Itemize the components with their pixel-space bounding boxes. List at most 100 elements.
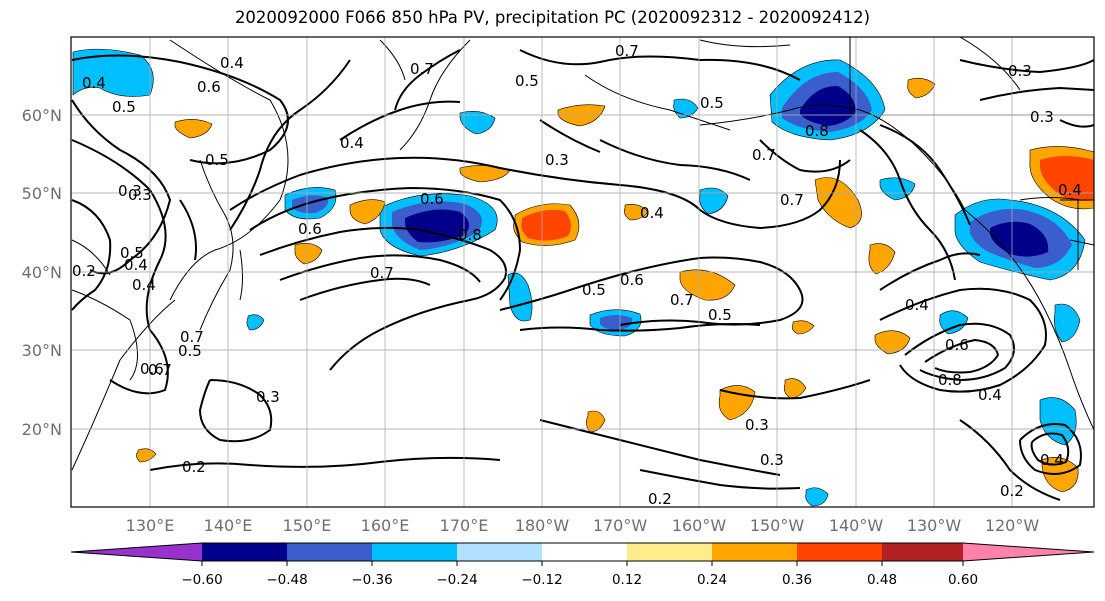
colorbar-swatch <box>372 543 457 561</box>
precip-positive-blob <box>586 410 606 433</box>
colorbar-tick-label: −0.36 <box>351 572 392 588</box>
contour-label: 0.5 <box>700 94 724 112</box>
precip-negative-blob <box>507 272 533 322</box>
lon-tick-label: 180°W <box>515 516 570 535</box>
lon-tick-label: 170°W <box>593 516 648 535</box>
precip-positive-blob <box>136 448 157 463</box>
contour-label: 0.4 <box>1040 451 1064 469</box>
precip-negative-blob <box>939 310 969 335</box>
longitude-labels: 130°E 140°E 150°E 160°E 170°E 180°W 170°… <box>126 516 1040 535</box>
lat-tick-label: 40°N <box>22 263 62 282</box>
colorbar-swatch <box>542 543 627 561</box>
precip-positive-blob <box>623 204 649 221</box>
lat-tick-label: 60°N <box>22 106 62 125</box>
precip-negative-blob <box>805 487 829 507</box>
contour-label: 0.7 <box>148 361 172 379</box>
precip-positive-blob <box>174 119 213 139</box>
contour-label: 0.3 <box>128 186 152 204</box>
lon-tick-label: 130°E <box>126 516 175 535</box>
contour-label: 0.6 <box>420 190 444 208</box>
colorbar-tick-label: −0.60 <box>181 572 222 588</box>
map-title: 2020092000 F066 850 hPa PV, precipitatio… <box>234 8 871 27</box>
contour-label: 0.4 <box>1058 181 1082 199</box>
colorbar: −0.60 −0.48 −0.36 −0.24 −0.12 0.12 0.24 … <box>70 542 1095 588</box>
lon-tick-label: 150°E <box>283 516 332 535</box>
lat-tick-label: 30°N <box>22 341 62 360</box>
contour-label: 0.7 <box>370 264 394 282</box>
contour-label: 0.8 <box>458 226 482 244</box>
contour-label: 0.3 <box>545 151 569 169</box>
precip-positive-blob <box>814 177 862 229</box>
colorbar-swatch <box>627 543 712 561</box>
precip-negative-blob <box>405 209 469 243</box>
colorbar-tick-label: −0.12 <box>521 572 562 588</box>
precip-positive-blob <box>1041 457 1079 493</box>
colorbar-swatch <box>963 543 1094 561</box>
precip-negative-blob <box>699 187 729 215</box>
contour-label: 0.5 <box>178 342 202 360</box>
gridlines <box>71 37 1094 507</box>
precip-negative-blob <box>459 111 496 135</box>
contour-label: 0.3 <box>745 416 769 434</box>
contour-label: 0.2 <box>1000 482 1024 500</box>
contour-label: 0.3 <box>1008 62 1032 80</box>
colorbar-swatch <box>71 543 202 561</box>
contour-label: 0.6 <box>197 78 221 96</box>
colorbar-tick-label: 0.24 <box>697 572 727 588</box>
precip-positive-blob <box>1040 156 1094 201</box>
contour-label: 0.3 <box>1030 108 1054 126</box>
precip-negative-blob <box>600 315 633 330</box>
contour-label: 0.5 <box>205 151 229 169</box>
contour-label: 0.2 <box>182 458 206 476</box>
precip-positive-blob <box>349 199 386 225</box>
colorbar-tick-label: 0.36 <box>782 572 812 588</box>
lon-tick-label: 160°W <box>672 516 727 535</box>
map-frame <box>70 36 1095 508</box>
lat-tick-label: 20°N <box>22 420 62 439</box>
contour-label: 0.8 <box>938 371 962 389</box>
precip-positive-blob <box>521 209 571 241</box>
precip-negative-blob <box>800 85 856 126</box>
contour-label: 0.4 <box>978 386 1002 404</box>
colorbar-swatch <box>797 543 882 561</box>
contour-label: 0.4 <box>640 204 664 222</box>
colorbar-tick-label: 0.48 <box>867 572 897 588</box>
contour-label: 0.4 <box>124 256 148 274</box>
contour-label: 0.5 <box>120 244 144 262</box>
contour-label: 0.7 <box>752 146 776 164</box>
lon-tick-label: 140°E <box>204 516 253 535</box>
colorbar-tick-label: −0.24 <box>436 572 477 588</box>
colorbar-tick-label: −0.48 <box>266 572 307 588</box>
pv-contours <box>71 49 1094 501</box>
contour-label: 0.8 <box>805 122 829 140</box>
precip-positive-blob <box>718 385 756 421</box>
precip-negative-blob <box>246 314 265 331</box>
contour-label: 0.7 <box>615 42 639 60</box>
lon-tick-label: 140°W <box>829 516 884 535</box>
latitude-labels: 60°N 50°N 40°N 30°N 20°N <box>22 106 62 439</box>
colorbar-swatch <box>457 543 542 561</box>
precip-positive-blob <box>791 320 815 335</box>
contour-label: 0.3 <box>118 182 142 200</box>
contour-label: 0.7 <box>410 60 434 78</box>
contour-label: 0.6 <box>140 360 164 378</box>
lon-tick-label: 130°W <box>907 516 962 535</box>
contour-label: 0.5 <box>515 72 539 90</box>
contour-label: 0.7 <box>670 291 694 309</box>
contour-label: 0.4 <box>220 54 244 72</box>
contour-label: 0.5 <box>112 98 136 116</box>
map-area: 0.4 0.6 0.7 0.7 0.3 0.4 0.5 0.5 0.5 0.3 … <box>71 37 1094 508</box>
contour-label: 0.2 <box>72 262 96 280</box>
colorbar-tick-label: 0.60 <box>948 572 978 588</box>
precip-positive-blob <box>294 243 323 265</box>
precipitation-shading <box>72 48 1094 507</box>
lon-tick-label: 120°W <box>985 516 1040 535</box>
precip-positive-blob <box>783 378 807 399</box>
contour-label: 0.2 <box>648 490 672 508</box>
contour-label: 0.3 <box>256 388 280 406</box>
colorbar-swatch <box>712 543 797 561</box>
contour-label: 0.6 <box>945 336 969 354</box>
contour-label: 0.6 <box>298 220 322 238</box>
contour-label: 0.4 <box>905 296 929 314</box>
lon-tick-label: 160°E <box>361 516 410 535</box>
